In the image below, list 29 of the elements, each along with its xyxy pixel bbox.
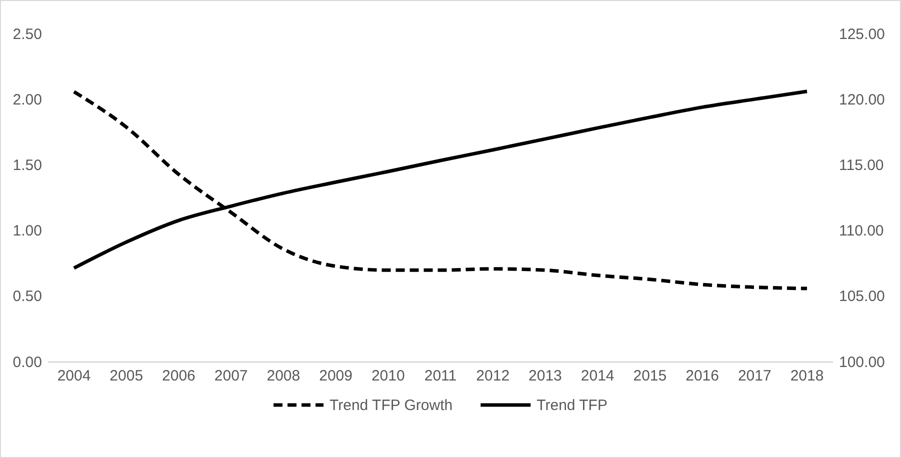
x-tick-label: 2016 xyxy=(686,368,719,385)
y2-tick-label: 125.00 xyxy=(839,26,885,43)
y-tick-label: 0.50 xyxy=(12,288,42,306)
x-tick-label: 2015 xyxy=(633,368,667,385)
x-tick-label: 2014 xyxy=(580,368,614,385)
y-tick-label: 2.00 xyxy=(12,91,42,108)
y2-tick-label: 110.00 xyxy=(839,222,884,240)
x-tick-label: 2007 xyxy=(214,368,248,385)
x-tick-label: 2005 xyxy=(110,368,144,385)
y-tick-label: 1.00 xyxy=(12,222,42,240)
legend-label: Trend TFP xyxy=(536,397,608,414)
x-tick-label: 2018 xyxy=(790,368,824,385)
y2-tick-label: 115.00 xyxy=(839,157,884,174)
legend-label: Trend TFP Growth xyxy=(330,397,453,414)
x-tick-label: 2011 xyxy=(424,368,457,385)
x-tick-label: 2009 xyxy=(319,368,352,385)
y-tick-label: 0.00 xyxy=(12,354,42,371)
x-tick-label: 2012 xyxy=(476,368,510,385)
y-tick-label: 1.50 xyxy=(12,157,42,174)
x-tick-label: 2008 xyxy=(266,368,300,385)
x-tick-label: 2006 xyxy=(162,368,196,385)
y2-tick-label: 105.00 xyxy=(839,288,885,306)
x-tick-label: 2004 xyxy=(57,368,91,385)
y-tick-label: 2.50 xyxy=(12,26,42,43)
y2-tick-label: 120.00 xyxy=(839,91,885,108)
x-tick-label: 2017 xyxy=(738,368,772,385)
x-tick-label: 2013 xyxy=(528,368,562,385)
x-tick-label: 2010 xyxy=(371,368,405,385)
y2-tick-label: 100.00 xyxy=(839,354,885,371)
